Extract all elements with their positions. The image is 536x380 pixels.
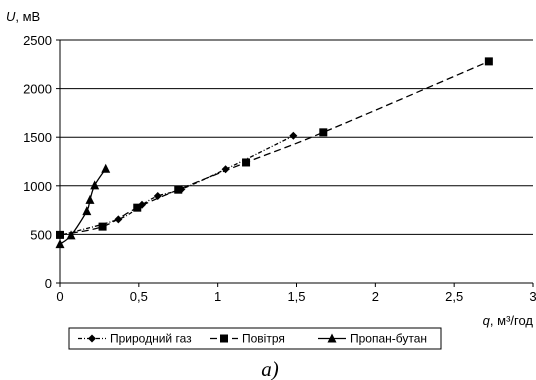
y-tick-label-4: 2000 xyxy=(23,82,52,97)
x-tick-label-6: 3 xyxy=(529,289,536,304)
y-tick-label-2: 1000 xyxy=(23,179,52,194)
legend-marker-natural-gas xyxy=(88,334,96,343)
series-line-propane-butane xyxy=(59,168,107,245)
point-natural-gas-3 xyxy=(153,192,162,201)
grid-lines xyxy=(60,39,533,235)
x-axis-variable: q xyxy=(483,313,491,328)
legend-frame xyxy=(68,327,442,350)
x-tick-label-0: 0 xyxy=(56,289,63,304)
point-propane-butane-3 xyxy=(85,194,95,204)
legend-marker-propane-butane xyxy=(327,333,337,343)
y-axis-title: U, мВ xyxy=(6,9,40,24)
legend: Природний газ Повітря Пропан-бутан xyxy=(68,327,442,350)
point-propane-butane-1 xyxy=(66,230,76,240)
axes: 0 500 1000 1500 2000 2500 0 0,5 1 1,5 2 2,5 3 xyxy=(23,33,536,304)
series-propane-butane xyxy=(55,163,111,249)
x-tick-label-1: 0,5 xyxy=(130,289,148,304)
series-line-air xyxy=(59,60,490,236)
x-tick-label-3: 1,5 xyxy=(287,289,305,304)
point-air-3 xyxy=(174,185,183,194)
legend-entry-natural-gas: Природний газ xyxy=(78,332,192,346)
y-tick-label-5: 2500 xyxy=(23,33,52,48)
legend-entry-air: Повітря xyxy=(210,332,285,346)
x-tick-label-4: 2 xyxy=(372,289,379,304)
point-air-4 xyxy=(242,158,251,167)
y-tick-label-1: 500 xyxy=(30,227,52,242)
point-air-6 xyxy=(484,57,493,66)
point-air-0 xyxy=(56,230,64,239)
y-axis-unit: , мВ xyxy=(15,9,40,24)
point-natural-gas-6 xyxy=(289,131,298,140)
y-tick-label-0: 0 xyxy=(45,276,52,291)
x-axis-title: q, м³/год xyxy=(483,313,534,328)
point-propane-butane-2 xyxy=(82,206,92,216)
series-air xyxy=(56,57,493,239)
y-tick-label-3: 1500 xyxy=(23,130,52,145)
point-propane-butane-0 xyxy=(55,239,65,249)
y-axis-variable: U xyxy=(6,9,16,24)
point-air-2 xyxy=(133,203,142,212)
legend-entry-propane-butane: Пропан-бутан xyxy=(318,332,427,346)
legend-label-natural-gas: Природний газ xyxy=(110,332,192,346)
point-propane-butane-4 xyxy=(90,180,100,190)
x-tick-label-5: 2,5 xyxy=(445,289,463,304)
series-group xyxy=(55,57,493,249)
legend-marker-air xyxy=(220,334,228,343)
x-axis-unit: , м³/год xyxy=(490,313,534,328)
figure-caption: а) xyxy=(261,357,279,380)
legend-label-air: Повітря xyxy=(242,332,285,346)
point-propane-butane-5 xyxy=(101,163,111,173)
x-tick-label-2: 1 xyxy=(214,289,221,304)
legend-label-propane-butane: Пропан-бутан xyxy=(350,332,427,346)
point-air-1 xyxy=(98,222,107,231)
point-air-5 xyxy=(319,128,328,137)
